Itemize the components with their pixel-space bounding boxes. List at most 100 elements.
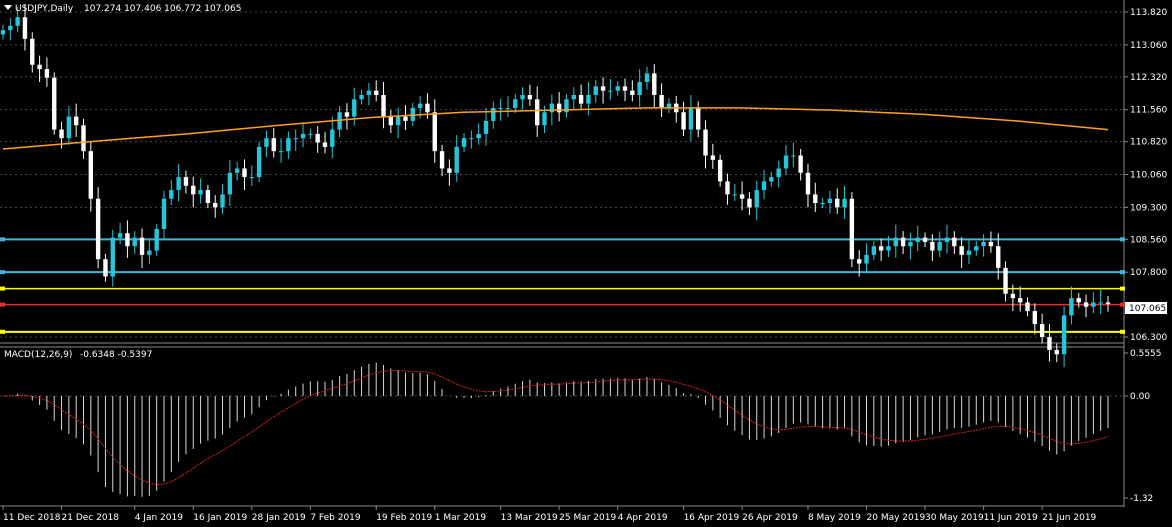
candle-body — [469, 138, 474, 140]
price-tick-label: 106.300 — [1130, 333, 1167, 343]
candle-body — [630, 90, 635, 95]
candle-body — [820, 203, 825, 205]
candle-body — [798, 155, 803, 173]
level-marker — [1120, 270, 1125, 275]
triangle-down-icon — [4, 5, 12, 10]
candle-body — [710, 155, 716, 160]
candle-body — [432, 112, 437, 152]
candle-body — [703, 129, 708, 156]
macd-values: -0.6348 -0.5397 — [80, 350, 152, 360]
candle-body — [725, 181, 730, 195]
candle-body — [886, 246, 891, 251]
candle-body — [330, 129, 335, 147]
candle-body — [337, 112, 342, 130]
level-marker — [1120, 329, 1125, 334]
candle-body — [227, 172, 233, 195]
price-tick-label: 110.820 — [1130, 138, 1167, 148]
candle-body — [959, 246, 964, 255]
candle-body — [1003, 267, 1008, 294]
moving-average — [2, 107, 1109, 150]
candle-body — [249, 177, 255, 179]
candle-body — [856, 259, 862, 264]
candle-body — [264, 138, 269, 147]
candle-body — [44, 69, 50, 78]
candle-body — [198, 190, 203, 195]
candle-body — [593, 86, 598, 95]
level-marker — [1120, 286, 1125, 291]
time-axis: 11 Dec 2018 21 Dec 2018 4 Jan 2019 16 Jan 2… — [2, 506, 1097, 523]
candle-body — [374, 90, 379, 95]
candle-body — [754, 190, 759, 208]
time-tick-label: 30 May 2019 — [925, 513, 984, 523]
candle-body — [739, 194, 745, 199]
candle-body — [220, 194, 225, 208]
current-price-marker: 107.065 — [1125, 302, 1167, 314]
candle-body — [366, 90, 372, 95]
candle-body — [0, 30, 6, 35]
candle-body — [234, 168, 240, 173]
candle-body — [110, 237, 115, 277]
candle-body — [666, 103, 672, 108]
candle-body — [169, 190, 174, 199]
price-tick-label: 113.820 — [1130, 8, 1167, 18]
price-tick-label: 109.300 — [1130, 203, 1167, 213]
candle-body — [461, 138, 467, 147]
price-tick-label: 113.060 — [1130, 41, 1167, 51]
level-marker — [0, 237, 5, 242]
candle-body — [937, 241, 942, 251]
candle-body — [637, 82, 642, 95]
candle-body — [73, 116, 79, 126]
candle-body — [944, 237, 950, 242]
candle-body — [8, 25, 13, 31]
price-tick-label: 108.560 — [1130, 235, 1167, 245]
time-tick-label: 21 Dec 2018 — [62, 513, 120, 523]
candle-body — [191, 185, 196, 195]
candle-body — [352, 99, 357, 117]
candle-body — [176, 177, 181, 191]
price-tick-label: 112.320 — [1130, 73, 1167, 83]
candle-body — [520, 94, 525, 100]
time-tick-label: 13 Mar 2019 — [501, 513, 558, 523]
candle-body — [717, 159, 723, 182]
macd-tick-label: -1.32 — [1130, 494, 1153, 504]
candle-body — [652, 73, 657, 95]
macd-tick-label: 0.5555 — [1130, 349, 1162, 359]
candle-body — [81, 125, 86, 152]
candle-body — [476, 133, 481, 139]
candle-body — [556, 103, 562, 113]
candle-body — [747, 198, 752, 208]
candle-body — [1098, 302, 1103, 304]
candle-body — [1017, 298, 1023, 303]
ma-line — [2, 107, 1109, 150]
candle-body — [491, 107, 496, 121]
time-tick-label: 11 Jun 2019 — [984, 513, 1038, 523]
candle-body — [527, 94, 533, 100]
candle-body — [791, 155, 796, 157]
candle-body — [1105, 302, 1111, 304]
time-tick-label: 1 Mar 2019 — [435, 513, 487, 523]
candle-body — [88, 151, 94, 199]
candle-body — [381, 94, 386, 117]
candle-body — [915, 237, 920, 242]
candle-body — [1061, 315, 1067, 355]
candle-body — [454, 146, 459, 173]
candle-body — [271, 138, 276, 152]
candle-body — [395, 116, 401, 126]
candle-body — [483, 120, 489, 134]
time-tick-label: 7 Feb 2019 — [310, 513, 361, 523]
time-tick-label: 4 Jan 2019 — [135, 513, 183, 523]
candle-body — [256, 146, 262, 178]
candle-body — [1054, 349, 1059, 355]
time-tick-label: 20 May 2019 — [867, 513, 926, 523]
candle-body — [608, 90, 613, 92]
level-marker — [0, 270, 5, 275]
level-marker — [1120, 237, 1125, 242]
candle-body — [66, 116, 72, 139]
candle-body — [974, 246, 979, 251]
candle-body — [827, 198, 833, 204]
candle-body — [183, 177, 189, 186]
candle-body — [1083, 302, 1089, 307]
candle-body — [776, 168, 781, 178]
candle-body — [15, 17, 20, 26]
